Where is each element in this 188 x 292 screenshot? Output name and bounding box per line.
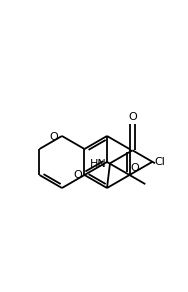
Text: HN: HN <box>90 159 107 169</box>
Text: O: O <box>128 112 137 122</box>
Text: O: O <box>49 132 58 142</box>
Text: Cl: Cl <box>154 157 165 167</box>
Text: O: O <box>130 163 139 173</box>
Text: O: O <box>74 170 83 180</box>
